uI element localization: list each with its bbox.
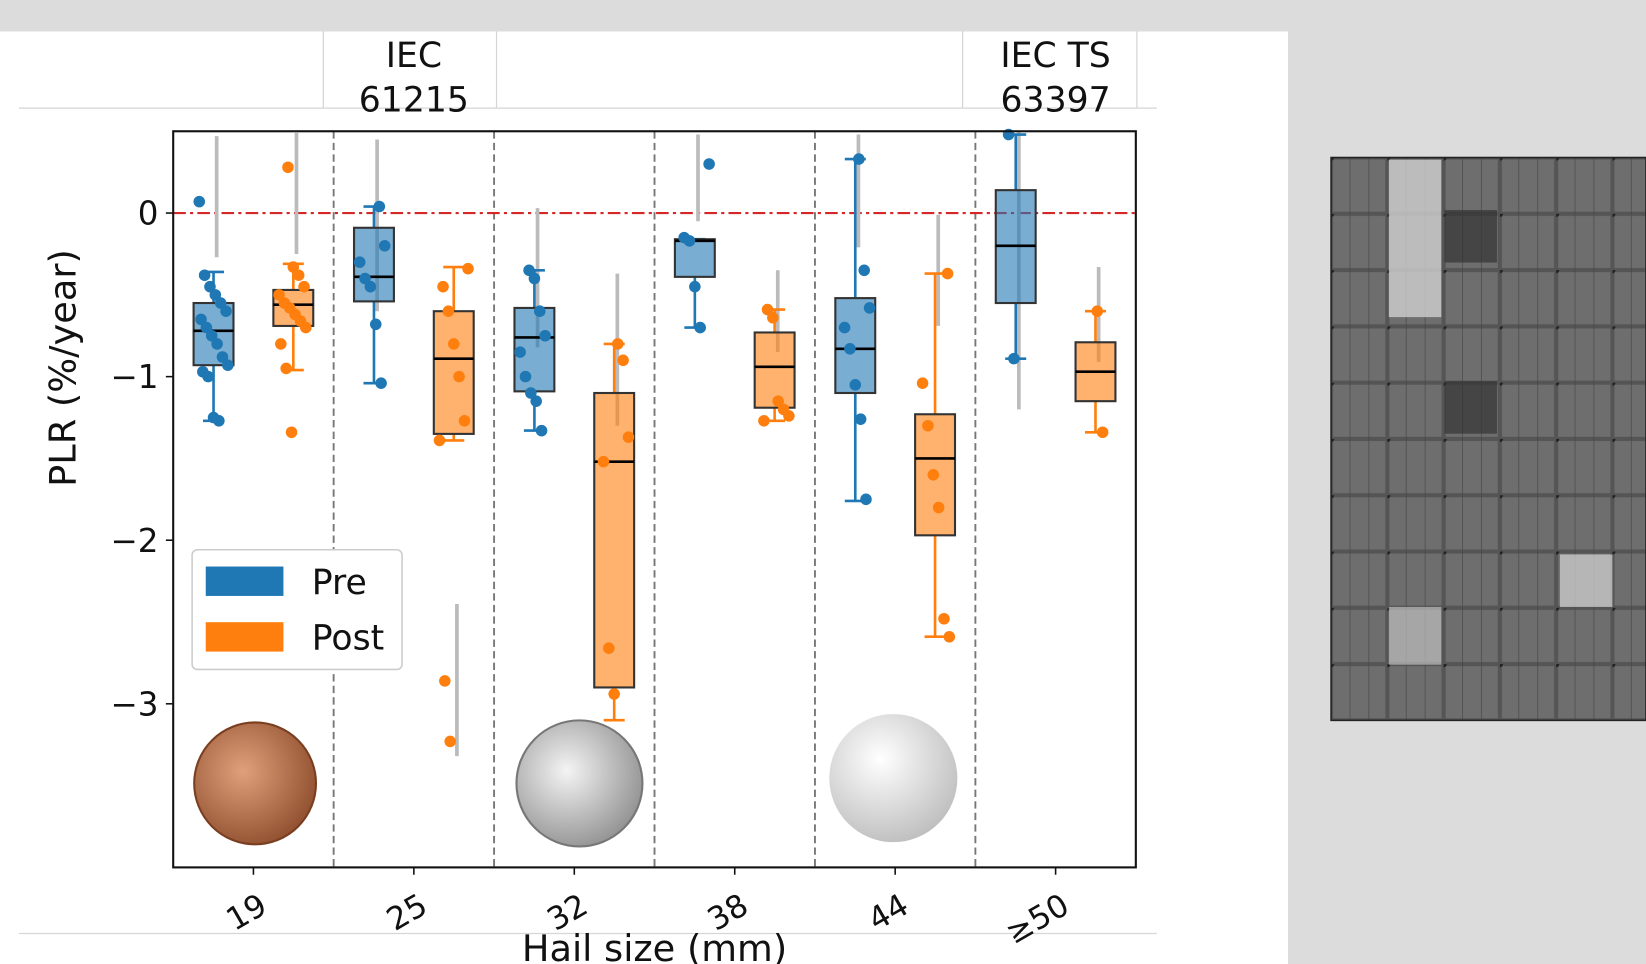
box (755, 332, 795, 407)
data-point (844, 343, 856, 355)
data-point (864, 302, 876, 314)
data-point (453, 371, 465, 383)
data-point (536, 425, 548, 437)
data-point (434, 435, 446, 447)
data-point (520, 371, 532, 383)
data-point (439, 675, 451, 687)
el-image (1331, 158, 1646, 721)
data-point (375, 377, 387, 389)
slide-area (0, 32, 1288, 964)
data-point (211, 338, 223, 350)
data-point (767, 312, 779, 324)
data-point (928, 469, 940, 481)
data-point (365, 281, 377, 293)
data-point (199, 269, 211, 281)
legend-swatch (206, 622, 284, 651)
data-point (462, 263, 474, 275)
y-tick-label: −3 (111, 685, 159, 723)
data-point (1097, 426, 1109, 438)
data-point (370, 319, 382, 331)
data-point (459, 415, 471, 427)
data-point (703, 158, 715, 170)
data-point (944, 631, 956, 643)
data-point (444, 736, 456, 748)
data-point (443, 305, 455, 317)
data-point (539, 330, 551, 342)
data-point (448, 338, 460, 350)
data-point (608, 688, 620, 700)
data-point (1092, 305, 1104, 317)
data-point (213, 415, 225, 427)
data-point (917, 377, 929, 389)
data-point (222, 359, 234, 371)
data-point (694, 322, 706, 334)
data-point (858, 265, 870, 277)
legend-label: Post (312, 618, 384, 658)
data-point (922, 420, 934, 432)
y-tick-label: 0 (138, 195, 159, 233)
slide: 0−1−2−31925323844≥50Hail size (mm)PLR (%… (0, 0, 1646, 964)
data-point (783, 410, 795, 422)
data-point (354, 256, 366, 268)
data-point (514, 346, 526, 358)
data-point (853, 153, 865, 165)
data-point (437, 281, 449, 293)
x-axis-label: Hail size (mm) (522, 927, 787, 964)
data-point (282, 161, 294, 173)
data-point (839, 322, 851, 334)
data-point (623, 431, 635, 443)
data-point (298, 281, 310, 293)
data-point (202, 371, 214, 383)
data-point (374, 201, 386, 213)
data-point (293, 269, 305, 281)
data-point (850, 379, 862, 391)
data-point (534, 305, 546, 317)
data-point (530, 395, 542, 407)
box (434, 311, 474, 434)
data-point (193, 196, 205, 208)
legend-label: Pre (312, 563, 367, 603)
data-point (612, 338, 624, 350)
data-point (860, 494, 872, 506)
data-point (689, 281, 701, 293)
data-point (300, 322, 312, 334)
data-point (275, 338, 287, 350)
y-tick-label: −2 (111, 522, 159, 560)
data-point (855, 413, 867, 425)
data-point (286, 426, 298, 438)
data-point (942, 268, 954, 280)
y-axis-label: PLR (%/year) (42, 249, 85, 487)
data-point (220, 305, 232, 317)
data-point (598, 456, 610, 468)
y-tick-label: −1 (111, 358, 159, 396)
data-point (280, 363, 292, 375)
data-point (603, 642, 615, 654)
data-point (684, 235, 696, 247)
data-point (933, 502, 945, 514)
data-point (529, 273, 541, 285)
data-point (938, 613, 950, 625)
data-point (617, 355, 629, 367)
data-point (379, 240, 391, 252)
legend-swatch (206, 567, 284, 596)
data-point (758, 415, 770, 427)
data-point (1008, 353, 1020, 365)
box (675, 239, 715, 277)
